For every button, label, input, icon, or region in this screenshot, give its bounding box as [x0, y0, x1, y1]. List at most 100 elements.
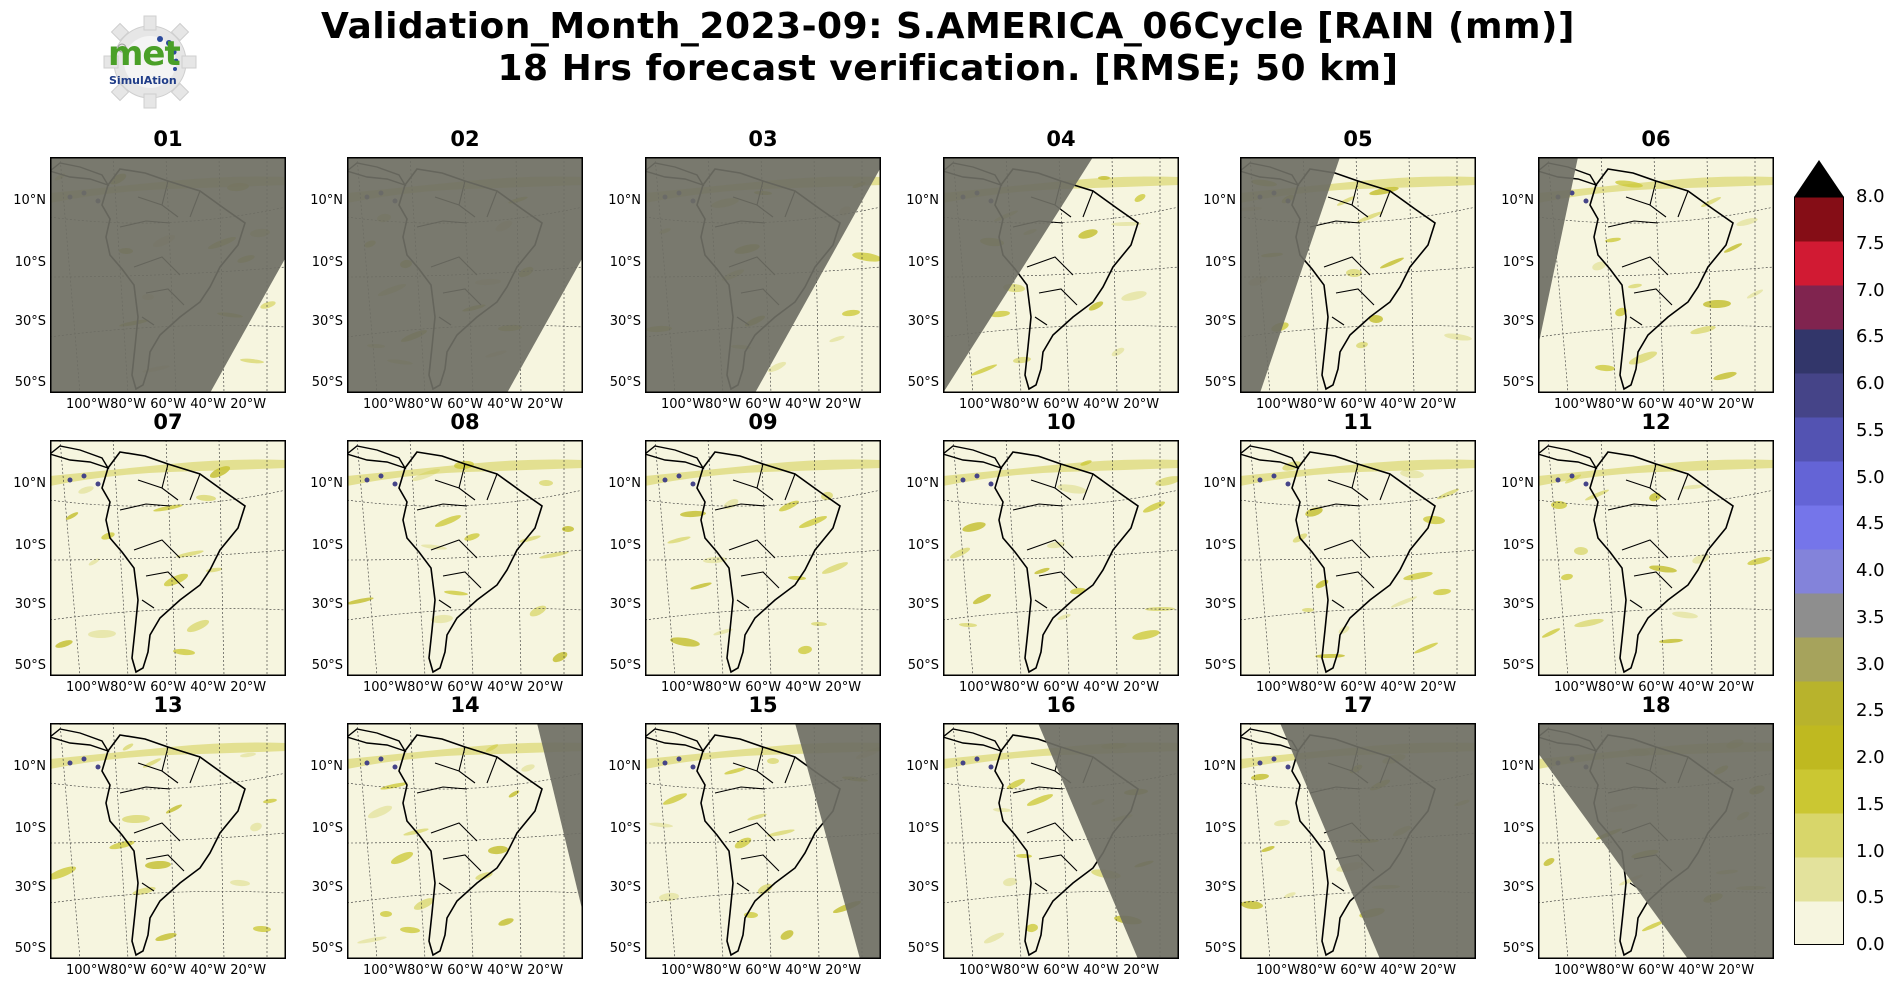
longitude-tick-labels: 100°W80°W 60°W 40°W 20°W: [959, 680, 1160, 695]
graticule: [645, 440, 881, 676]
country-border: [1621, 539, 1669, 559]
map-frame: [347, 157, 583, 393]
rain-area: [1336, 196, 1356, 206]
graticule: [50, 440, 286, 676]
latitude-tick-label: 50°S: [311, 658, 343, 673]
rain-area: [852, 252, 881, 262]
latitude-tick-label: 10°N: [13, 193, 46, 208]
longitude-tick-labels: 100°W80°W 60°W 40°W 20°W: [1554, 397, 1755, 412]
panel-title: 03: [748, 127, 778, 151]
latitude-tick-label: 30°S: [14, 880, 46, 895]
latitude-tick-label: 10°N: [1203, 193, 1236, 208]
graticule: [1538, 440, 1774, 676]
rain-area: [767, 361, 787, 373]
heavy-rain-spot: [1555, 477, 1561, 483]
map-background: [50, 723, 286, 959]
rain-area: [50, 866, 77, 880]
latitude-tick-label: 10°N: [906, 759, 939, 774]
rain-area: [1390, 596, 1418, 608]
south-america-coastline: [1291, 451, 1436, 674]
heavy-rain-spot: [974, 756, 980, 762]
rain-area: [1628, 283, 1642, 289]
forecast-map-panel: [50, 157, 286, 393]
latitude-tick-label: 10°N: [1501, 476, 1534, 491]
latitude-tick-label: 50°S: [1204, 658, 1236, 673]
longitude-tick-labels: 100°W80°W 60°W 40°W 20°W: [363, 397, 564, 412]
met-simulation-logo: met SimulAtion: [100, 12, 200, 112]
rain-area: [1403, 571, 1433, 581]
latitude-tick-label: 30°S: [311, 880, 343, 895]
country-border: [141, 882, 155, 892]
country-border: [1633, 288, 1673, 306]
rain-area: [1736, 217, 1758, 227]
central-america-coastline: [1240, 445, 1300, 470]
country-border: [1323, 539, 1371, 559]
rain-area: [485, 744, 499, 752]
rain-area: [1111, 221, 1141, 227]
map-frame: [347, 440, 583, 676]
latitude-tick-label: 10°N: [310, 476, 343, 491]
country-border: [740, 571, 780, 589]
forecast-map-panel: [1240, 440, 1476, 676]
colorbar-segment: [1794, 197, 1844, 242]
rain-area: [1713, 371, 1737, 381]
country-border: [1331, 882, 1345, 892]
latitude-tick-label: 10°N: [608, 759, 641, 774]
latitude-tick-label: 10°N: [1203, 476, 1236, 491]
heavy-rain-spot: [1285, 764, 1291, 770]
no-data-shading: [795, 723, 881, 959]
country-border: [416, 503, 468, 511]
latitude-tick-label: 30°S: [1204, 880, 1236, 895]
colorbar: [1794, 160, 1844, 945]
heavy-rain-spot: [81, 473, 87, 479]
rain-area: [1241, 900, 1263, 910]
rain-area: [142, 758, 162, 768]
rain-band: [645, 459, 881, 486]
country-border: [1621, 256, 1669, 276]
rain-area: [1723, 243, 1743, 253]
rain-area: [562, 526, 574, 532]
rain-area: [552, 651, 568, 663]
rain-area: [1649, 492, 1661, 502]
longitude-tick-labels: 100°W80°W 60°W 40°W 20°W: [363, 963, 564, 978]
heavy-rain-spot: [662, 760, 668, 766]
country-border: [133, 822, 181, 842]
heavy-rain-spot: [988, 481, 994, 487]
rain-area: [1261, 846, 1275, 852]
heavy-rain-spot: [392, 481, 398, 487]
map-frame: [943, 723, 1179, 959]
latitude-tick-label: 50°S: [311, 941, 343, 956]
rain-area: [1423, 515, 1445, 525]
heavy-rain-spot: [960, 760, 966, 766]
longitude-tick-labels: 100°W80°W 60°W 40°W 20°W: [959, 963, 1160, 978]
rain-area: [1659, 638, 1683, 644]
rain-band: [50, 459, 286, 486]
rain-area: [1672, 611, 1698, 619]
latitude-tick-label: 10°N: [906, 193, 939, 208]
rain-area: [55, 640, 73, 648]
rain-area: [1302, 608, 1314, 612]
rain-area: [993, 807, 1011, 813]
latitude-tick-label: 10°S: [1204, 255, 1236, 270]
central-america-coastline: [50, 445, 110, 470]
heavy-rain-spot: [95, 764, 101, 770]
latitude-tick-label: 10°S: [1502, 538, 1534, 553]
country-border: [1034, 316, 1048, 326]
longitude-tick-labels: 100°W80°W 60°W 40°W 20°W: [363, 680, 564, 695]
latitude-tick-label: 10°S: [311, 255, 343, 270]
colorbar-segment: [1794, 813, 1844, 858]
rain-area: [1057, 484, 1087, 494]
country-border: [438, 599, 452, 609]
rain-area: [1003, 877, 1017, 887]
rain-area: [1682, 484, 1704, 490]
rain-area: [829, 335, 845, 343]
no-data-shading: [1538, 723, 1774, 959]
rain-area: [357, 936, 387, 944]
rain-area: [1111, 347, 1125, 357]
panel-title: 12: [1641, 410, 1671, 434]
latitude-tick-label: 50°S: [14, 375, 46, 390]
forecast-map-panel: [943, 157, 1179, 393]
latitude-tick-label: 10°N: [906, 476, 939, 491]
map-background: [645, 440, 881, 676]
latitude-tick-label: 10°S: [1502, 255, 1534, 270]
